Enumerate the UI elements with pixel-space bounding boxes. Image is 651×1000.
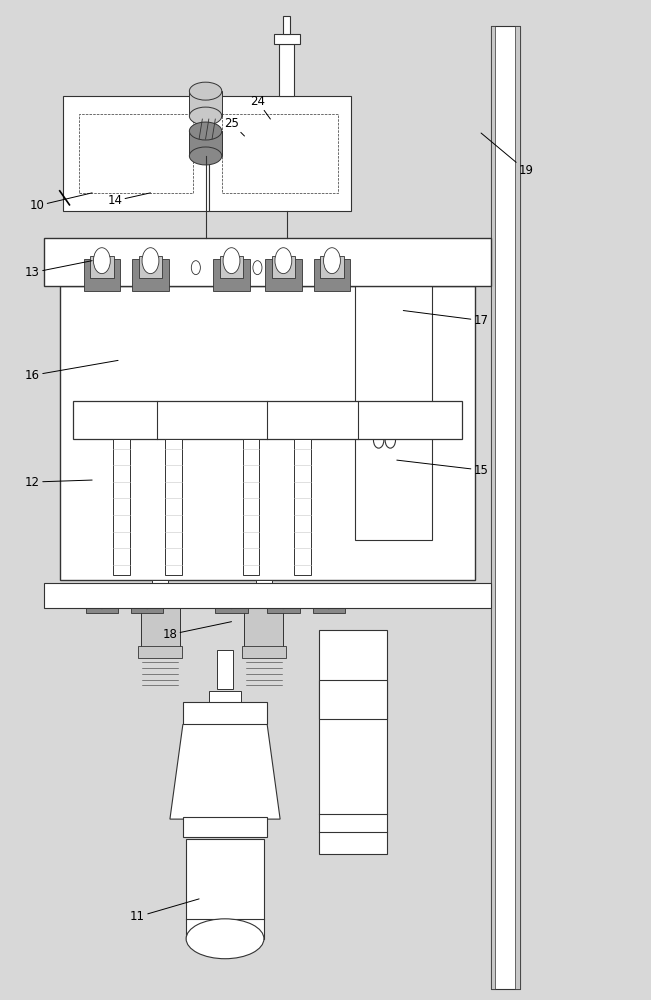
Bar [189, 131, 222, 156]
Circle shape [94, 248, 110, 274]
Bar [165, 439, 182, 575]
Bar [63, 96, 209, 211]
Bar [294, 439, 311, 575]
Bar [73, 401, 462, 439]
Ellipse shape [189, 122, 222, 140]
Bar [214, 259, 249, 291]
Bar [152, 580, 168, 610]
Bar [183, 817, 267, 837]
Bar [60, 286, 475, 580]
Polygon shape [170, 724, 280, 819]
Circle shape [96, 589, 108, 609]
Text: 18: 18 [163, 622, 232, 641]
Bar [90, 256, 113, 278]
Bar [217, 650, 233, 689]
Bar [214, 755, 237, 769]
Bar [79, 114, 193, 193]
Bar [131, 585, 163, 613]
Text: 15: 15 [397, 460, 488, 477]
Ellipse shape [189, 107, 222, 125]
Bar [139, 256, 162, 278]
Bar [214, 707, 237, 727]
Circle shape [191, 261, 201, 275]
Text: 11: 11 [130, 899, 199, 923]
Circle shape [225, 589, 238, 609]
Text: 16: 16 [25, 360, 118, 382]
Text: 24: 24 [250, 95, 270, 119]
Bar [209, 96, 352, 211]
Text: 25: 25 [224, 117, 245, 136]
Bar [183, 702, 267, 724]
Bar [141, 608, 180, 648]
Text: 17: 17 [403, 311, 488, 327]
Bar [138, 646, 182, 658]
Bar [256, 580, 271, 610]
Ellipse shape [189, 147, 222, 165]
Circle shape [277, 589, 290, 609]
Circle shape [223, 248, 240, 274]
Bar [273, 34, 299, 44]
Bar [491, 26, 495, 989]
Bar [222, 114, 339, 193]
Bar [245, 608, 283, 648]
Bar [44, 583, 491, 608]
Bar [113, 439, 130, 575]
Bar [320, 256, 344, 278]
Bar [265, 259, 301, 291]
Text: 19: 19 [481, 133, 534, 177]
Ellipse shape [186, 919, 264, 959]
Bar [242, 646, 286, 658]
Ellipse shape [189, 82, 222, 100]
Bar [516, 26, 520, 989]
Bar [279, 44, 294, 96]
Bar [314, 259, 350, 291]
Bar [207, 747, 243, 757]
Bar [283, 16, 290, 34]
Circle shape [142, 248, 159, 274]
Bar [44, 238, 491, 286]
Circle shape [322, 589, 335, 609]
Bar [86, 585, 118, 613]
Text: 12: 12 [25, 476, 92, 489]
Bar [491, 26, 520, 989]
Bar [319, 630, 387, 854]
Bar [209, 691, 242, 709]
Circle shape [275, 248, 292, 274]
Bar [215, 585, 248, 613]
Text: 10: 10 [29, 193, 92, 212]
Bar [189, 91, 222, 116]
Bar [355, 286, 432, 540]
Circle shape [253, 261, 262, 275]
Bar [312, 585, 345, 613]
Circle shape [141, 589, 154, 609]
Bar [220, 256, 243, 278]
Bar [319, 680, 387, 719]
Bar [132, 259, 169, 291]
Circle shape [385, 432, 396, 448]
Bar [243, 439, 259, 575]
Text: 13: 13 [25, 261, 92, 279]
Bar [267, 585, 299, 613]
Bar [186, 839, 264, 939]
Bar [271, 256, 295, 278]
Bar [84, 259, 120, 291]
Bar [211, 725, 240, 749]
Circle shape [374, 432, 384, 448]
Circle shape [324, 248, 340, 274]
Text: 14: 14 [107, 193, 150, 207]
